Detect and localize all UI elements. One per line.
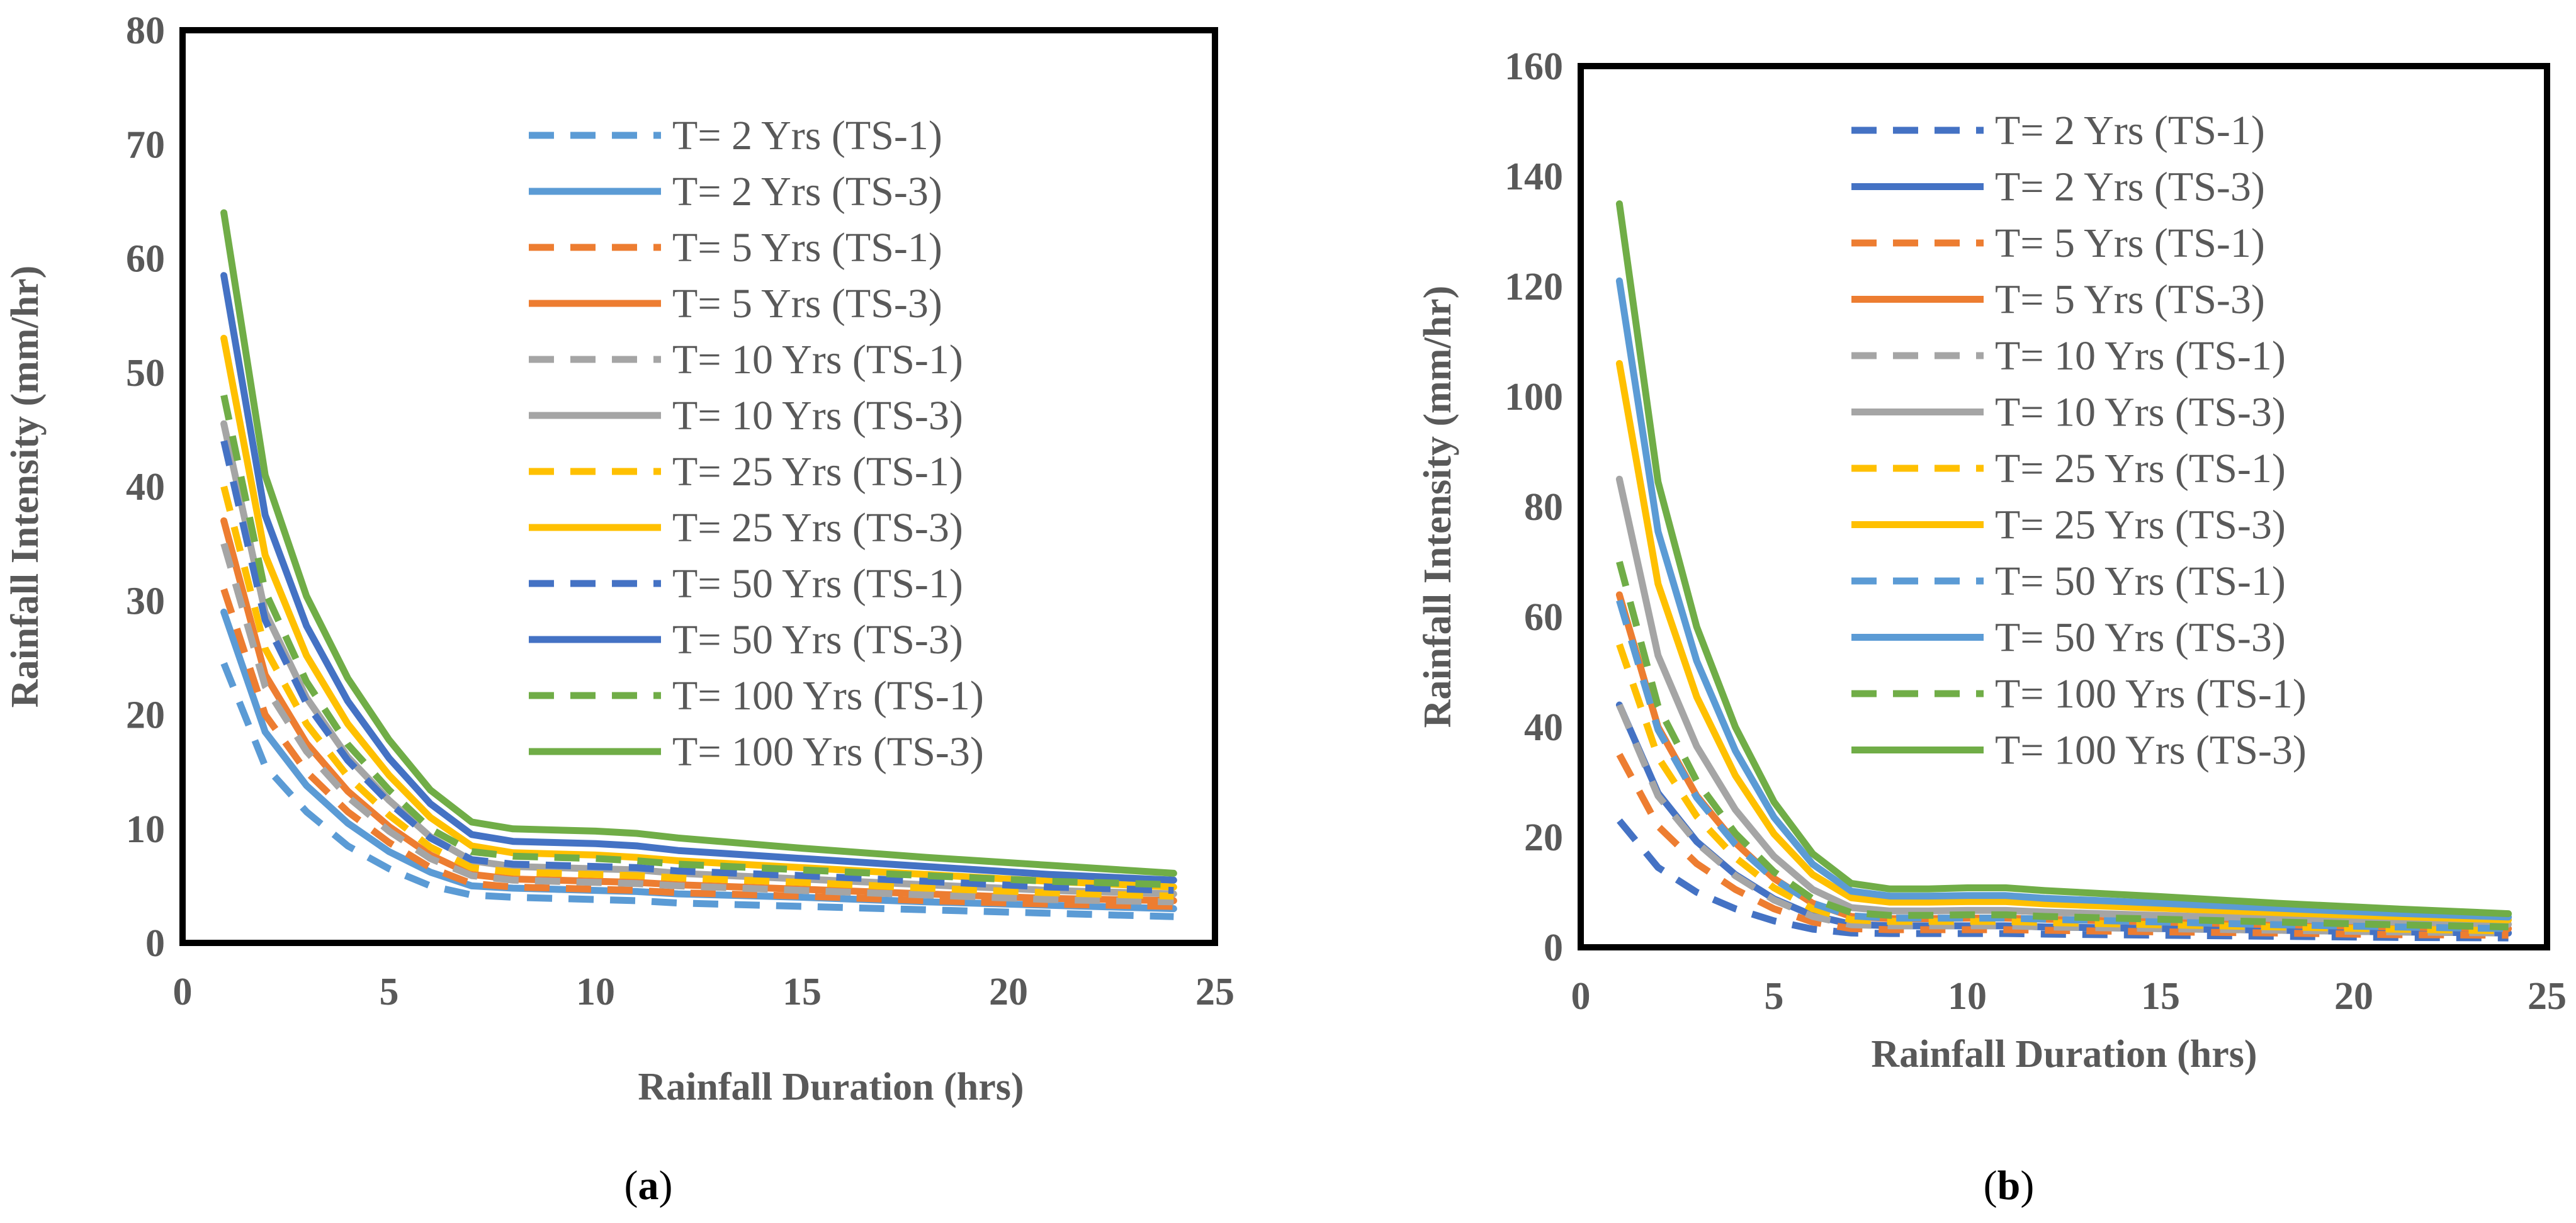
legend-label: T= 50 Yrs (TS-3) <box>672 617 963 663</box>
legend-label: T= 50 Yrs (TS-1) <box>1995 558 2286 604</box>
legend-label: T= 2 Yrs (TS-3) <box>672 169 942 215</box>
legend-label: T= 100 Yrs (TS-1) <box>1995 671 2307 717</box>
series-line <box>220 272 1177 884</box>
chart-a-svg: 0 10 20 30 40 50 60 70 80 0 5 10 15 20 25 T= 2 Yrs (T… <box>4 9 1235 1209</box>
chart-panel-b: 0 20 40 60 80 100 120 140 160 0 5 10 15 20 25 T= 2 Yr… <box>1288 0 2576 1223</box>
legend-label: T= 100 Yrs (TS-3) <box>1995 728 2307 774</box>
series-line <box>220 440 1174 894</box>
legend-label: T= 100 Yrs (TS-3) <box>672 729 984 775</box>
series-line <box>220 588 1174 910</box>
y-axis-ticks: 0 10 20 30 40 50 60 70 80 <box>126 9 165 965</box>
x-axis-ticks: 0 5 10 15 20 25 <box>173 971 1235 1013</box>
chart-legend: T= 2 Yrs (TS-1) T= 2 Yrs (TS-3) T= 5 Yrs (… <box>529 113 984 775</box>
legend-label: T= 10 Yrs (TS-1) <box>672 337 963 383</box>
x-tick-label: 25 <box>1195 971 1234 1013</box>
panel-caption-letter: b <box>1997 1163 2021 1209</box>
x-tick-label: 25 <box>2528 975 2567 1018</box>
legend-label: T= 25 Yrs (TS-1) <box>1995 446 2286 492</box>
legend-label: T= 10 Yrs (TS-1) <box>1995 333 2286 379</box>
series-lines <box>220 209 1177 920</box>
x-tick-label: 15 <box>782 971 822 1013</box>
series-lines <box>1615 200 2512 942</box>
series-line <box>220 662 1174 920</box>
series-line <box>1616 753 2509 939</box>
x-tick-label: 10 <box>576 971 615 1013</box>
y-tick-label: 120 <box>1505 266 1563 308</box>
y-tick-label: 100 <box>1505 376 1563 419</box>
x-axis-ticks: 0 5 10 15 20 25 <box>1571 975 2567 1018</box>
legend-label: T= 5 Yrs (TS-3) <box>1995 277 2265 323</box>
x-tick-label: 5 <box>380 971 399 1013</box>
plot-area-frame <box>1578 63 2550 950</box>
y-tick-label: 30 <box>126 580 165 623</box>
y-tick-label: 70 <box>126 123 165 166</box>
legend-label: T= 10 Yrs (TS-3) <box>672 393 963 439</box>
y-tick-label: 40 <box>1524 706 1563 749</box>
legend-label: T= 2 Yrs (TS-1) <box>672 113 942 159</box>
series-line <box>1616 703 2509 937</box>
series-line <box>220 394 1174 889</box>
x-tick-label: 10 <box>1948 975 1987 1018</box>
y-tick-label: 140 <box>1505 155 1563 198</box>
y-tick-label: 0 <box>1544 927 1563 969</box>
y-tick-label: 60 <box>126 238 165 281</box>
y-tick-label: 20 <box>1524 816 1563 859</box>
y-axis-title: Rainfall Intensity (mm/hr) <box>4 266 47 708</box>
legend-label: T= 5 Yrs (TS-1) <box>672 225 942 271</box>
y-tick-label: 20 <box>126 694 165 737</box>
y-tick-label: 80 <box>1524 486 1563 529</box>
panel-caption: (a) <box>624 1163 673 1209</box>
y-tick-label: 50 <box>126 352 165 395</box>
panel-caption: (b) <box>1984 1163 2035 1209</box>
y-tick-label: 0 <box>145 922 165 965</box>
legend-label: T= 25 Yrs (TS-1) <box>672 449 963 495</box>
legend-label: T= 2 Yrs (TS-1) <box>1995 108 2265 154</box>
chart-legend: T= 2 Yrs (TS-1) T= 2 Yrs (TS-3) T= 5 Yrs (… <box>1851 108 2307 774</box>
legend-label: T= 2 Yrs (TS-3) <box>1995 164 2265 210</box>
y-tick-label: 80 <box>126 9 165 52</box>
x-axis-title: Rainfall Duration (hrs) <box>638 1066 1024 1108</box>
legend-label: T= 50 Yrs (TS-1) <box>672 561 963 607</box>
series-line <box>1615 360 2512 923</box>
x-axis-title: Rainfall Duration (hrs) <box>1871 1033 2257 1076</box>
legend-label: T= 25 Yrs (TS-3) <box>1995 502 2286 548</box>
x-tick-label: 20 <box>989 971 1028 1013</box>
chart-panel-a: 0 10 20 30 40 50 60 70 80 0 5 10 15 20 25 T= 2 Yrs (T… <box>4 9 1235 1209</box>
series-line <box>1615 200 2512 918</box>
x-tick-label: 15 <box>2141 975 2180 1018</box>
legend-label: T= 25 Yrs (TS-3) <box>672 505 963 551</box>
y-tick-label: 60 <box>1524 596 1563 639</box>
y-axis-ticks: 0 20 40 60 80 100 120 140 160 <box>1505 45 1563 969</box>
y-tick-label: 10 <box>126 808 165 851</box>
series-line <box>1615 475 2512 928</box>
panel-caption-letter: a <box>638 1163 659 1209</box>
legend-label: T= 100 Yrs (TS-1) <box>672 673 984 719</box>
y-tick-label: 160 <box>1505 45 1563 88</box>
chart-b-svg: 0 20 40 60 80 100 120 140 160 0 5 10 15 20 25 T= 2 Yr… <box>1416 45 2567 1209</box>
y-tick-label: 40 <box>126 466 165 509</box>
plot-area-frame <box>179 27 1218 946</box>
y-axis-title: Rainfall Intensity (mm/hr) <box>1416 286 1459 728</box>
x-tick-label: 0 <box>1571 975 1591 1018</box>
series-line <box>220 517 1177 905</box>
series-line <box>1616 561 2509 931</box>
legend-label: T= 50 Yrs (TS-3) <box>1995 615 2286 661</box>
legend-label: T= 5 Yrs (TS-1) <box>1995 220 2265 266</box>
legend-label: T= 10 Yrs (TS-3) <box>1995 390 2286 436</box>
series-line <box>220 543 1174 906</box>
x-tick-label: 20 <box>2334 975 2373 1018</box>
series-line <box>220 209 1177 877</box>
x-tick-label: 5 <box>1765 975 1784 1018</box>
x-tick-label: 0 <box>173 971 193 1013</box>
legend-label: T= 5 Yrs (TS-3) <box>672 281 942 327</box>
series-line <box>1615 277 2512 921</box>
